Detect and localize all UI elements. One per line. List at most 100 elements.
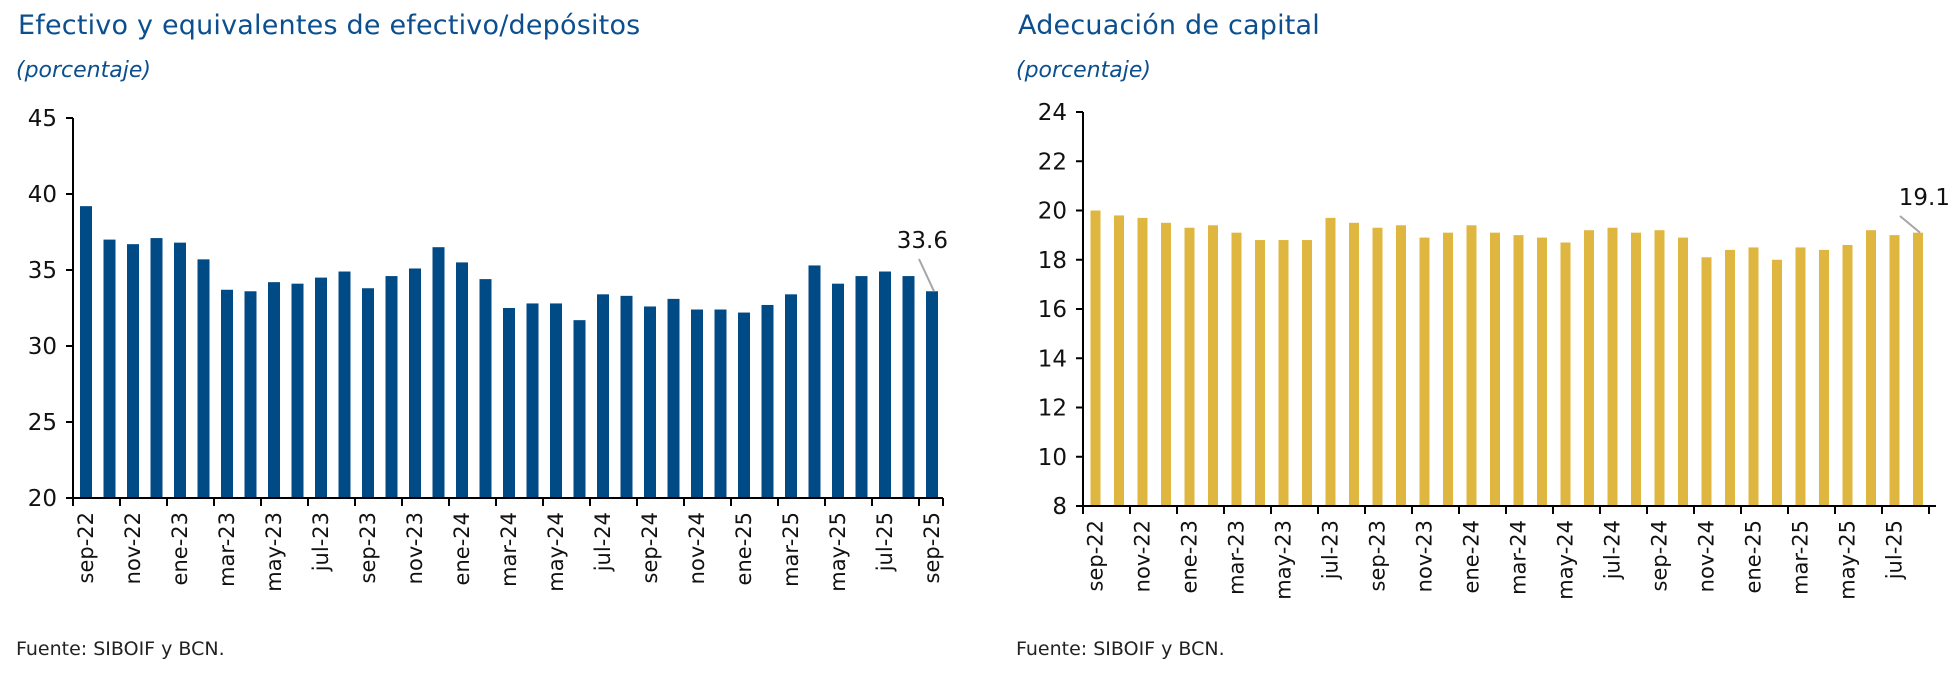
bar [1466,225,1477,506]
x-tick-label: sep-25 [920,512,944,584]
bar [1795,247,1806,506]
bar [1490,232,1500,506]
bar [362,288,374,498]
bar [1114,215,1124,507]
x-tick-label: jul-25 [1883,520,1907,580]
bar [1349,222,1359,506]
bar [503,308,515,498]
bar [1866,230,1876,506]
bar [1184,227,1195,507]
y-tick-label: 35 [28,258,57,284]
bar [761,304,774,498]
bar [244,291,257,498]
y-tick-label: 16 [1038,297,1067,323]
y-tick-label: 10 [1038,445,1067,471]
bar [1913,232,1923,506]
bar [832,283,844,498]
x-tick-label: sep-23 [1366,520,1390,592]
bar [1678,237,1688,506]
bar [1137,217,1148,506]
x-tick-label: may-25 [1836,520,1860,600]
x-tick-label: ene-24 [450,512,474,585]
bar [1537,237,1547,506]
y-tick-label: 40 [28,182,57,208]
bar [785,294,797,498]
bar [1725,249,1735,506]
x-tick-label: sep-24 [1648,520,1672,592]
bar [197,259,210,498]
bar [855,276,868,498]
x-tick-label: ene-23 [1178,520,1202,593]
x-tick-label: jul-25 [873,512,897,572]
bar [1208,225,1218,506]
bar-chart-capital-adequacy: 8 10 12 14 16 18 20 22 24 sep-22 nov-22 ene-23 mar-2… [1038,100,1950,600]
x-tick-label: jul-24 [1601,520,1625,580]
bar [150,238,163,498]
bar [644,306,656,498]
x-tick-label: may-23 [262,512,286,592]
x-tick-label: mar-25 [1789,520,1813,595]
bar [1701,257,1712,506]
x-tick-label: sep-22 [1084,520,1108,592]
x-tick-label: may-23 [1272,520,1296,600]
y-tick-label: 18 [1038,248,1067,274]
data-label-leader [1899,215,1921,234]
bar [573,320,586,498]
x-tick-label: jul-23 [309,512,333,572]
y-tick-label: 20 [28,486,57,512]
x-tick-label: mar-24 [497,512,521,587]
bar [1654,230,1665,506]
bar [1302,240,1312,507]
y-tick-label: 14 [1038,346,1067,372]
bar [1889,235,1900,506]
bar [432,247,445,498]
bar [174,242,186,498]
x-tick-label: jul-23 [1319,520,1343,580]
x-tick-label: ene-25 [1742,520,1766,593]
bar [1631,232,1641,506]
chart-source: Fuente: SIBOIF y BCN. [16,638,225,660]
x-tick-label: may-25 [826,512,850,592]
bar [1748,247,1759,506]
data-label: 33.6 [897,228,948,254]
bar [738,312,750,498]
x-tick-label: jul-24 [591,512,615,572]
bar [1842,244,1853,506]
bar [127,244,139,498]
x-tick-label: sep-24 [638,512,662,584]
x-tick-label: mar-23 [215,512,239,587]
x-tick-label: nov-24 [685,512,709,584]
bar [385,276,398,498]
y-tick-label: 8 [1052,494,1067,520]
chart-panel-cash-deposits: Efectivo y equivalentes de efectivo/depó… [16,10,948,660]
data-label-leader [918,258,935,292]
chart-panel-capital-adequacy: Adecuación de capital (porcentaje) 8 10 12… [1000,0,1958,677]
x-tick-label: may-24 [544,512,568,592]
y-tick-label: 45 [28,106,57,132]
bar [620,295,633,498]
bar [1819,249,1829,506]
bar [1443,232,1453,506]
bar [1584,230,1594,506]
bar [221,289,233,498]
bar [338,271,351,498]
x-tick-label: may-24 [1554,520,1578,600]
bar [291,283,304,498]
bar [1372,227,1383,507]
x-tick-label: nov-23 [403,512,427,584]
x-tick-label: mar-23 [1225,520,1249,595]
bar [526,303,539,498]
bar [1396,225,1406,506]
bar [1231,232,1242,506]
x-tick-label: mar-24 [1507,520,1531,595]
y-tick-label: 12 [1038,396,1067,422]
bar [456,262,468,498]
bar [1513,235,1524,506]
x-tick-label: ene-23 [168,512,192,585]
y-tick-label: 24 [1038,100,1067,126]
bar [1772,259,1782,506]
bar [479,279,492,498]
x-tick-label: ene-25 [732,512,756,585]
bar [1560,242,1571,506]
chart-title: Efectivo y equivalentes de efectivo/depó… [18,10,641,41]
